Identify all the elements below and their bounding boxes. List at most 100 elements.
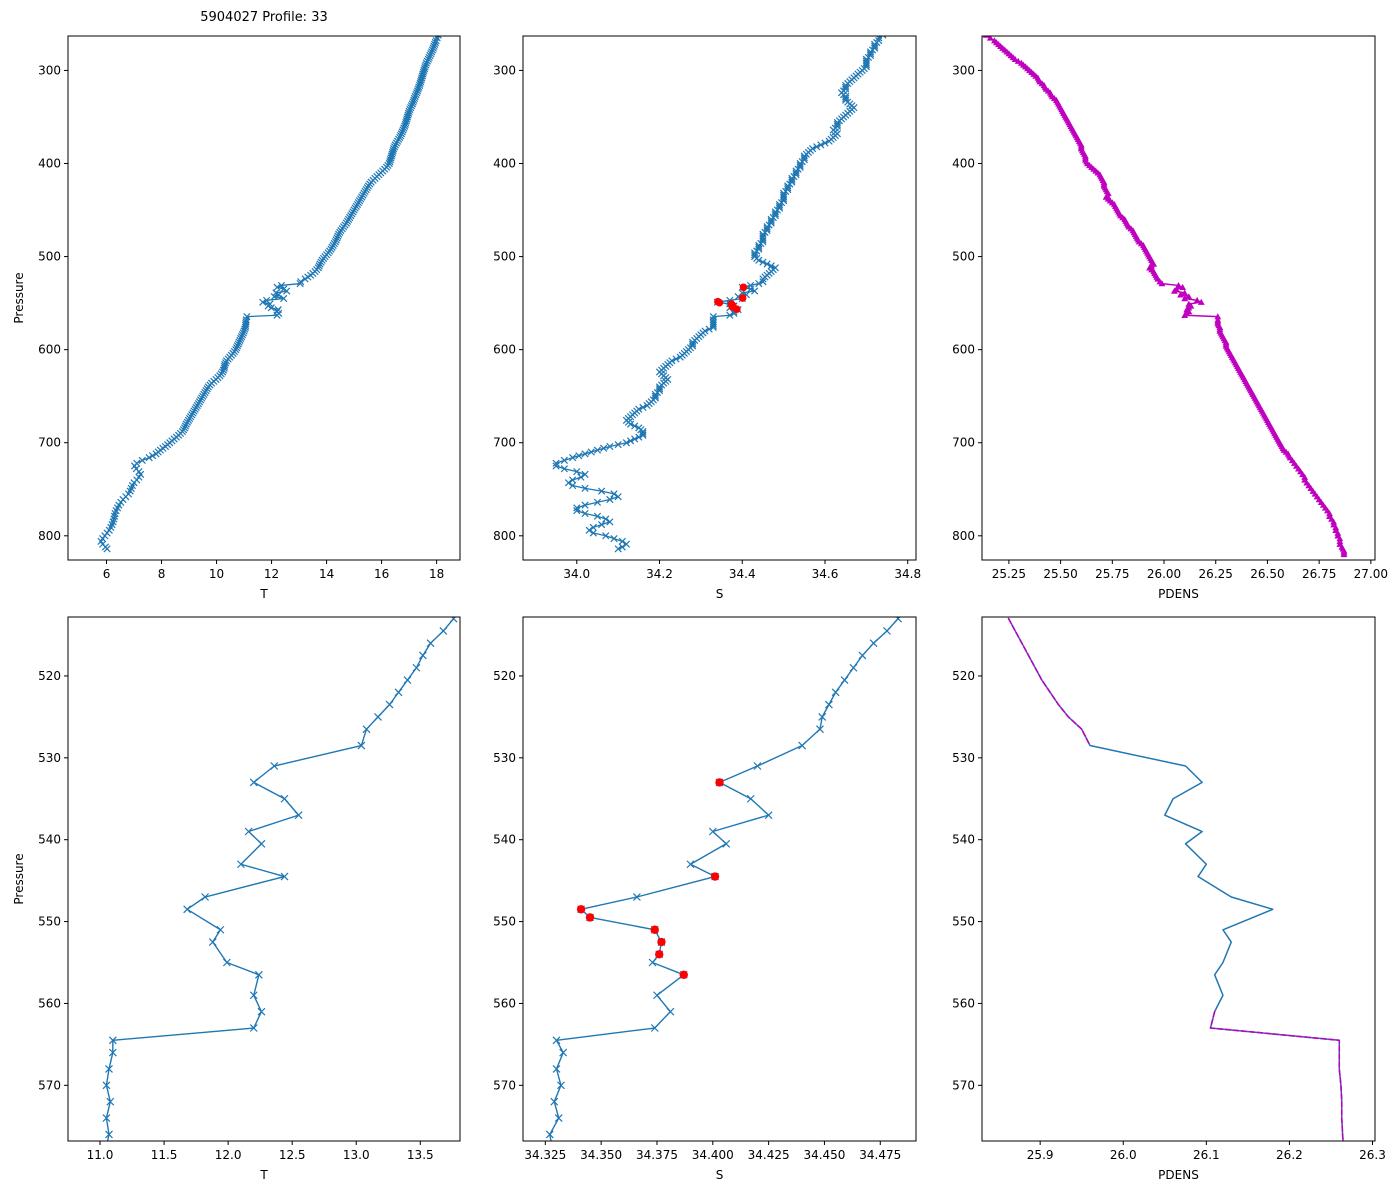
temperature-zoom-profile-markers — [102, 617, 458, 1139]
axes-frame — [67, 35, 461, 561]
subplot-salinity-full: 34.0 34.2 34.4 34.6 34.8 300 400 500 600 700 800 S — [493, 35, 921, 601]
x-tick-label: 34.350 — [580, 1148, 622, 1162]
x-tick-label: 26.1 — [1193, 1148, 1220, 1162]
axes-frame — [981, 616, 1376, 1142]
y-tick-label: 520 — [38, 669, 61, 683]
figure-title: 5904027 Profile: 33 — [200, 10, 328, 25]
series-group — [1007, 617, 1344, 1141]
y-tick-label: 520 — [952, 669, 975, 683]
x-tick-label: 12.0 — [215, 1148, 242, 1162]
y-tick-label: 700 — [952, 436, 975, 450]
pdens-zoom-adjusted-line — [1007, 617, 1344, 1141]
y-tick-label: 300 — [493, 63, 516, 77]
pdens-profile-markers — [982, 36, 1348, 558]
x-tick-label: 34.375 — [636, 1148, 678, 1162]
x-tick-label: 12 — [264, 567, 279, 581]
y-tick-label: 500 — [493, 250, 516, 264]
salinity-profile-line — [555, 36, 883, 550]
y-tick-label: 560 — [38, 996, 61, 1010]
temperature-zoom-profile-line — [105, 617, 455, 1141]
x-tick-label: 34.450 — [803, 1148, 845, 1162]
x-tick-label: 11.0 — [87, 1148, 114, 1162]
x-axis-label: T — [259, 587, 268, 601]
y-tick-label: 540 — [952, 833, 975, 847]
y-tick-label: 700 — [493, 436, 516, 450]
x-tick-label: 26.25 — [1199, 567, 1233, 581]
x-tick-label: 12.5 — [279, 1148, 306, 1162]
y-tick-label: 500 — [952, 250, 975, 264]
salinity-profile-markers — [552, 36, 887, 553]
x-tick-label: 27.00 — [1354, 567, 1388, 581]
x-tick-label: 25.75 — [1095, 567, 1129, 581]
y-axis-label: Pressure — [12, 853, 26, 904]
y-tick-label: 560 — [493, 996, 516, 1010]
x-tick-label: 34.400 — [692, 1148, 734, 1162]
x-tick-label: 26.00 — [1147, 567, 1181, 581]
flagged-salinity-points-markers — [714, 283, 748, 313]
y-tick-label: 540 — [38, 833, 61, 847]
flagged-salinity-zoom-points-markers — [576, 778, 724, 979]
x-tick-label: 6 — [103, 567, 111, 581]
salinity-zoom-profile-line — [549, 617, 899, 1141]
x-tick-label: 16 — [374, 567, 389, 581]
axes-frame — [522, 35, 917, 561]
axes-frame — [67, 616, 461, 1142]
x-tick-label: 18 — [429, 567, 444, 581]
y-tick-label: 400 — [38, 157, 61, 171]
x-tick-label: 26.75 — [1302, 567, 1336, 581]
x-tick-label: 13.0 — [343, 1148, 370, 1162]
x-tick-label: 34.475 — [859, 1148, 901, 1162]
x-axis-label: PDENS — [1158, 587, 1199, 601]
y-tick-label: 800 — [952, 529, 975, 543]
y-tick-label: 400 — [493, 157, 516, 171]
y-tick-label: 600 — [952, 343, 975, 357]
x-tick-label: 34.2 — [646, 567, 673, 581]
x-axis-label: S — [716, 587, 724, 601]
y-tick-label: 800 — [493, 529, 516, 543]
y-tick-label: 300 — [38, 63, 61, 77]
x-tick-label: 25.9 — [1027, 1148, 1054, 1162]
x-tick-label: 25.25 — [992, 567, 1026, 581]
x-tick-label: 8 — [158, 567, 166, 581]
x-tick-label: 34.6 — [812, 567, 839, 581]
y-tick-label: 520 — [493, 669, 516, 683]
x-axis-label: T — [259, 1168, 268, 1182]
y-tick-label: 540 — [493, 833, 516, 847]
y-tick-label: 560 — [952, 996, 975, 1010]
x-tick-label: 10 — [209, 567, 224, 581]
x-axis-label: S — [716, 1168, 724, 1182]
x-tick-label: 11.5 — [151, 1148, 178, 1162]
pdens-profile-line — [986, 36, 1345, 556]
series-group — [982, 36, 1348, 558]
x-tick-label: 13.5 — [407, 1148, 434, 1162]
axes-frame — [522, 616, 917, 1142]
temperature-profile-markers — [97, 36, 442, 553]
y-tick-label: 600 — [493, 343, 516, 357]
x-axis-label: PDENS — [1158, 1168, 1199, 1182]
x-tick-label: 34.4 — [729, 567, 756, 581]
y-tick-label: 550 — [952, 915, 975, 929]
x-tick-label: 25.50 — [1043, 567, 1077, 581]
series-group — [545, 617, 903, 1141]
x-tick-label: 14 — [319, 567, 334, 581]
subplot-pdens-zoom: 25.9 26.0 26.1 26.2 26.3 520 530 540 550 560 570 PD… — [952, 616, 1386, 1182]
y-tick-label: 300 — [952, 63, 975, 77]
x-tick-label: 34.0 — [563, 567, 590, 581]
x-tick-label: 34.8 — [894, 567, 921, 581]
salinity-zoom-profile-markers — [545, 617, 903, 1139]
y-tick-label: 570 — [952, 1078, 975, 1092]
y-tick-label: 600 — [38, 343, 61, 357]
y-tick-label: 530 — [493, 751, 516, 765]
x-tick-label: 34.325 — [524, 1148, 566, 1162]
subplot-temperature-zoom: 11.0 11.5 12.0 12.5 13.0 13.5 520 530 540 550 560 5… — [12, 616, 461, 1182]
y-tick-label: 700 — [38, 436, 61, 450]
series-group — [552, 36, 887, 553]
series-group — [102, 617, 458, 1141]
y-tick-label: 550 — [38, 915, 61, 929]
y-tick-label: 550 — [493, 915, 516, 929]
y-tick-label: 570 — [38, 1078, 61, 1092]
series-group — [97, 36, 442, 553]
x-tick-label: 26.3 — [1359, 1148, 1386, 1162]
